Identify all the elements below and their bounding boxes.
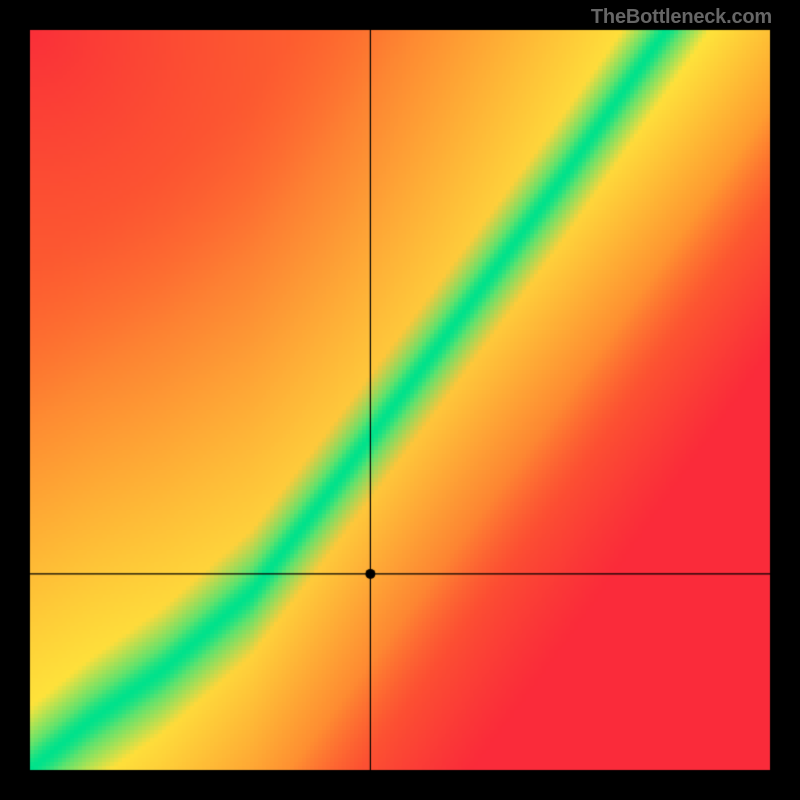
bottleneck-heatmap — [0, 0, 800, 800]
chart-container: TheBottleneck.com — [0, 0, 800, 800]
watermark-text: TheBottleneck.com — [591, 6, 772, 29]
